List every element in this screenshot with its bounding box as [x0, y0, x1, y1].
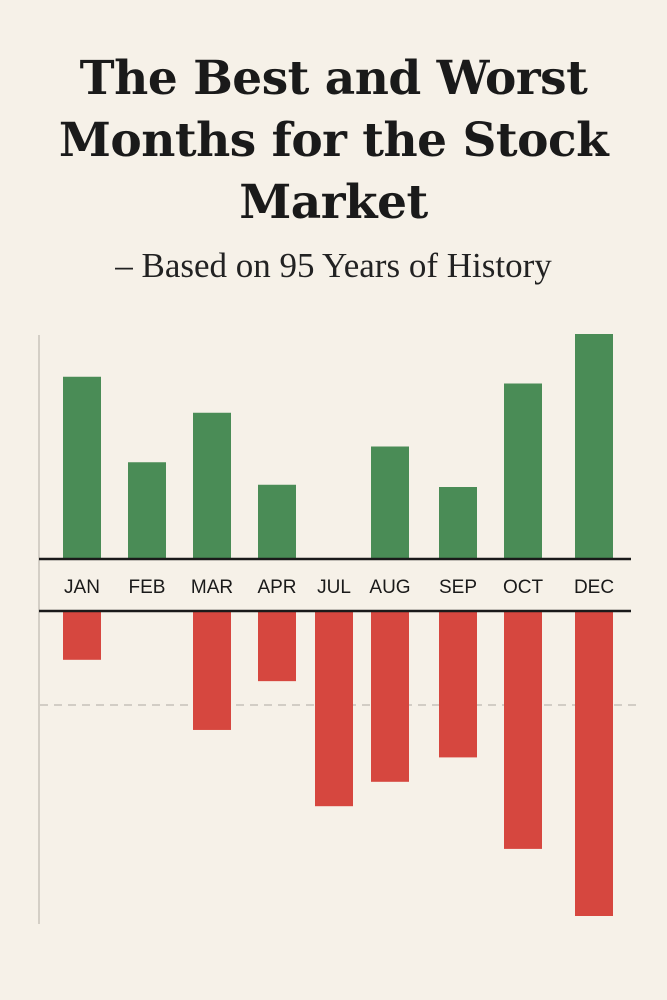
month-label-apr: APR — [257, 577, 296, 598]
positive-bar-jan — [63, 376, 101, 559]
negative-bar-sep — [439, 611, 477, 758]
positive-bar-apr — [258, 484, 296, 559]
negative-bar-apr — [258, 611, 296, 682]
positive-bar-feb — [128, 462, 166, 559]
positive-bar-aug — [371, 446, 409, 559]
negative-bar-jan — [63, 611, 101, 660]
positive-bars — [63, 334, 613, 559]
positive-bar-mar — [193, 412, 231, 559]
negative-bar-aug — [371, 611, 409, 782]
positive-bar-oct — [504, 383, 542, 559]
negative-bar-oct — [504, 611, 542, 849]
month-label-sep: SEP — [439, 577, 477, 598]
month-label-aug: AUG — [369, 577, 410, 598]
month-label-mar: MAR — [191, 577, 233, 598]
month-labels: JAN FEB MAR APR JUL AUG SEP OCT DEC — [64, 577, 614, 598]
negative-bar-mar — [193, 611, 231, 730]
positive-bar-dec — [575, 334, 613, 559]
negative-bar-jul — [315, 611, 353, 807]
month-label-jul: JUL — [317, 577, 351, 598]
chart-title: The Best and Worst Months for the Stock … — [58, 51, 609, 230]
month-label-oct: OCT — [503, 577, 544, 598]
positive-bar-sep — [439, 487, 477, 559]
month-label-jan: JAN — [64, 577, 100, 598]
negative-bar-dec — [575, 611, 613, 916]
month-label-feb: FEB — [129, 577, 166, 598]
month-label-dec: DEC — [574, 577, 614, 598]
chart-subtitle: – Based on 95 Years of History — [115, 246, 552, 285]
negative-bars — [63, 611, 613, 916]
